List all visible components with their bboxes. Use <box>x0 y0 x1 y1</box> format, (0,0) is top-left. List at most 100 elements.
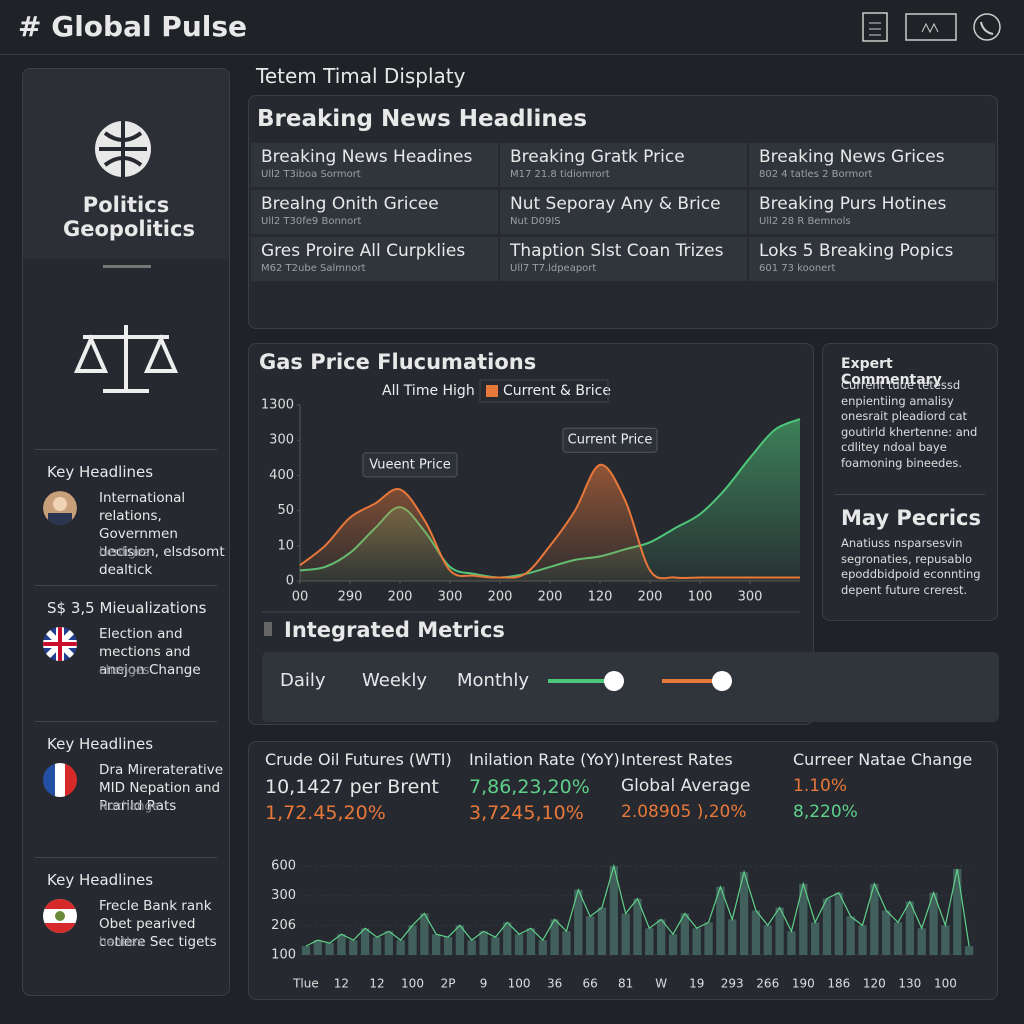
x-tick-label: 266 <box>756 977 779 991</box>
news-subtitle: 601 73 koonert <box>759 263 836 274</box>
breaking-news-panel: Breaking News Headlines Breaking News He… <box>248 95 998 329</box>
news-cell[interactable]: Nut Seporay Any & Brice Nut D09IS <box>500 190 747 234</box>
bar <box>787 931 796 955</box>
x-tick-label: 9 <box>480 977 488 991</box>
metric-label: Curreer Natae Change <box>793 750 973 769</box>
bar <box>585 916 595 955</box>
bar <box>491 937 500 955</box>
flag <box>43 763 77 797</box>
news-subtitle: Ull2 T3iboa Sormort <box>261 169 361 180</box>
x-tick-label: 66 <box>582 977 597 991</box>
bar <box>467 940 476 955</box>
flag-icon <box>43 899 77 933</box>
news-subtitle: M17 21.8 tidiomrort <box>510 169 610 180</box>
headline-body: Dra Mireraterative MID Nepation and Prar… <box>99 762 224 814</box>
divider <box>35 721 217 722</box>
legend-label: Current & Brice <box>503 383 611 399</box>
toggle-knob[interactable] <box>604 671 624 691</box>
bar <box>728 919 737 955</box>
x-tick-label: 186 <box>827 977 850 991</box>
commentary-title: May Pecrics <box>841 506 982 530</box>
panel-title: Breaking News Headlines <box>257 106 588 132</box>
divider <box>835 494 985 495</box>
news-subtitle: Ull2 28 R Bemnols <box>759 216 851 227</box>
news-subtitle: Nut D09IS <box>510 216 561 227</box>
news-cell[interactable]: Breaking News Headines Ull2 T3iboa Sormor… <box>251 143 498 187</box>
commentary-title: Expert Commentary <box>841 356 942 388</box>
divider <box>35 449 217 450</box>
x-tick-label: 200 <box>388 590 413 605</box>
bar <box>929 892 938 955</box>
bar <box>538 940 547 955</box>
news-cell[interactable]: Loks 5 Breaking Popics 601 73 koonert <box>749 237 995 281</box>
legend-label: All Time High <box>382 383 475 399</box>
x-tick-label: 12 <box>334 977 349 991</box>
bar <box>597 907 607 955</box>
bar <box>503 922 512 955</box>
news-cell[interactable]: Breaking News Grices 802 4 tatles 2 Bormo… <box>749 143 995 187</box>
app-title: # Global Pulse <box>18 10 248 43</box>
x-tick-label: 81 <box>618 977 633 991</box>
bar <box>420 913 429 955</box>
bar <box>455 925 465 955</box>
series-line <box>305 863 970 947</box>
bar <box>645 928 654 955</box>
metric-label: Crude Oil Futures (WTI) <box>265 750 452 769</box>
tab[interactable]: Weekly <box>362 670 427 691</box>
metric-value: 3,7245,10% <box>469 802 584 824</box>
bar <box>514 934 524 955</box>
headline: Key Headlines Frecle Bank rank Obet peari… <box>37 871 227 991</box>
headline-note: henliges <box>99 545 150 559</box>
globe-icon <box>95 121 151 177</box>
annotation-box <box>562 427 658 453</box>
headline: S$ 3,5 Mieualizations Election and mectio… <box>37 599 227 719</box>
metric-value: 2.08905 ),20% <box>621 802 747 822</box>
news-cell[interactable]: Breaking Purs Hotines Ull2 28 R Bemnols <box>749 190 995 234</box>
headline-body: Frecle Bank rank Obet pearived cotiere S… <box>99 898 217 950</box>
news-cell[interactable]: Gres Proire All Curpklies M62 T2ube Salmn… <box>251 237 498 281</box>
headline-title: S$ 3,5 Mieualizations <box>47 599 207 617</box>
bar <box>633 898 642 955</box>
series-line <box>299 463 800 580</box>
news-cell[interactable]: Thaption Slst Coan Trizes Ull7 T7.ldpeapo… <box>500 237 747 281</box>
headline-title: Key Headlines <box>47 735 154 753</box>
bar <box>479 931 488 955</box>
news-title: Nut Seporay Any & Brice <box>510 194 721 214</box>
bar <box>621 913 630 955</box>
metrics-panel: Crude Oil Futures (WTI) 10,1427 per Brent… <box>248 741 998 1000</box>
x-tick-label: 200 <box>638 590 663 605</box>
x-tick-label: 19 <box>689 977 704 991</box>
news-title: Thaption Slst Coan Trizes <box>510 241 724 261</box>
toolbar-icons[interactable] <box>860 12 1010 44</box>
news-cell[interactable]: Breaking Gratk Price M17 21.8 tidiomrort <box>500 143 747 187</box>
bar <box>893 922 903 955</box>
tab[interactable]: Daily <box>280 670 326 691</box>
news-title: Brealng Onith Gricee <box>261 194 439 214</box>
toggle[interactable] <box>548 679 618 683</box>
bar <box>443 937 453 955</box>
commentary-body: Anatiuss nsparsesvin segronaties, repusa… <box>841 536 981 597</box>
news-title: Breaking Gratk Price <box>510 147 685 167</box>
tab[interactable]: Monthly <box>457 670 530 691</box>
y-tick-label: 0 <box>286 574 294 589</box>
bar <box>905 901 915 955</box>
y-tick-label: 300 <box>269 433 294 448</box>
y-tick-label: 206 <box>271 918 296 933</box>
x-tick-label: 293 <box>721 977 744 991</box>
news-subtitle: Ull2 T30fe9 Bonnort <box>261 216 362 227</box>
toggle-knob[interactable] <box>712 671 732 691</box>
news-title: Gres Proire All Curpklies <box>261 241 466 261</box>
area <box>300 464 800 581</box>
toggle[interactable] <box>662 679 722 683</box>
news-cell[interactable]: Brealng Onith Gricee Ull2 T30fe9 Bonnort <box>251 190 498 234</box>
bar <box>751 910 761 955</box>
y-tick-label: 10 <box>277 538 294 553</box>
bar <box>325 943 334 955</box>
metric-label: Inilation Rate (YoY) <box>469 750 620 769</box>
tab-bar: Daily Weekly Monthly <box>262 652 999 722</box>
bar <box>301 946 311 955</box>
x-tick-label: W <box>655 977 667 991</box>
category-label: Politics Geopolitics <box>63 193 195 241</box>
bar <box>775 907 784 955</box>
